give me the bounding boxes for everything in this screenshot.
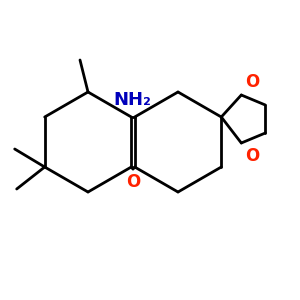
Text: O: O: [126, 173, 140, 191]
Text: NH₂: NH₂: [114, 91, 152, 109]
Text: O: O: [245, 147, 260, 165]
Text: O: O: [245, 73, 260, 91]
